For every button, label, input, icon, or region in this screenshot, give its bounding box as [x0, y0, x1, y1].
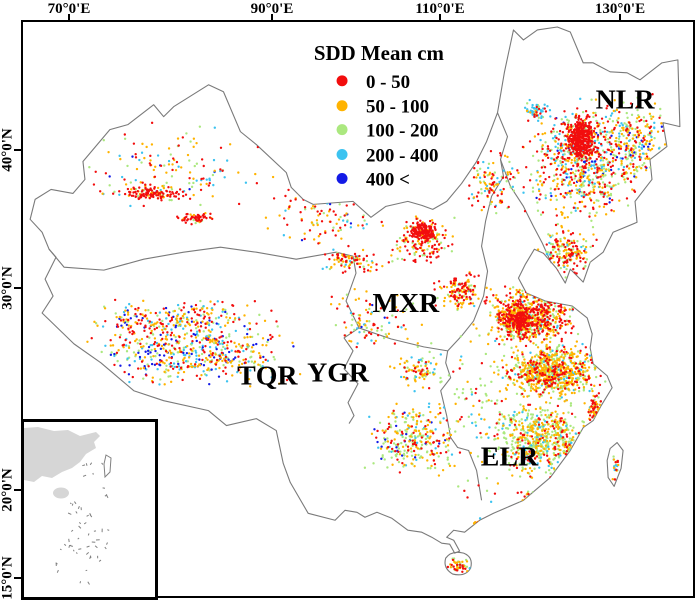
- south-china-sea-inset: [21, 419, 158, 600]
- region-label-tqr: TQR: [237, 361, 298, 392]
- latitude-tick-3: [14, 577, 22, 579]
- region-label-mxr: MXR: [373, 288, 440, 319]
- longitude-tick-2: [439, 14, 441, 21]
- inset-map: [24, 427, 112, 585]
- longitude-label-2: 110°0'E: [415, 1, 465, 17]
- longitude-tick-3: [619, 14, 621, 21]
- legend-label-0: 0 - 50: [366, 72, 410, 93]
- legend-label-2: 100 - 200: [366, 121, 439, 142]
- legend: SDD Mean cm 0 - 50 50 - 100 100 - 200 200 -…: [314, 41, 445, 191]
- legend-dot-1: [336, 100, 348, 112]
- legend-dot-0: [336, 75, 348, 87]
- latitude-tick-0: [14, 149, 22, 151]
- region-label-ygr: YGR: [307, 358, 370, 389]
- region-label-elr: ELR: [481, 441, 539, 472]
- legend-dot-4: [336, 172, 348, 184]
- inset-hainan-shape: [53, 487, 69, 499]
- longitude-label-0: 70°0'E: [47, 1, 91, 17]
- legend-title: SDD Mean cm: [314, 41, 445, 65]
- region-label-nlr: NLR: [596, 85, 656, 116]
- legend-label-4: 400 <: [366, 169, 410, 190]
- longitude-label-3: 130°0'E: [594, 1, 646, 17]
- inset-islands: [55, 462, 110, 585]
- latitude-tick-1: [14, 287, 22, 289]
- longitude-label-1: 90°0'E: [250, 1, 294, 17]
- legend-dot-2: [336, 124, 348, 136]
- china-sdd-map: SDD Mean cm 0 - 50 50 - 100 100 - 200 200 -…: [29, 26, 681, 576]
- inset-island-marks: [55, 462, 110, 585]
- lake-region-borders: [48, 112, 552, 501]
- sdd-dots-class-3: [101, 94, 661, 570]
- legend-label-3: 200 - 400: [366, 146, 439, 167]
- inset-taiwan-outline: [103, 454, 112, 479]
- taiwan-outline: [606, 441, 624, 487]
- sdd-dots-class-0: [87, 93, 665, 573]
- mainland-outline: [29, 26, 681, 554]
- country-outline: [29, 26, 681, 576]
- legend-dot-3: [336, 149, 348, 161]
- longitude-tick-1: [271, 14, 273, 21]
- region-labels: NLR MXR TQR YGR ELR: [237, 85, 655, 473]
- latitude-tick-2: [14, 489, 22, 491]
- inset-mainland-shape: [24, 427, 100, 482]
- longitude-tick-0: [68, 14, 70, 21]
- legend-label-1: 50 - 100: [366, 97, 429, 118]
- sdd-dot-layer: [86, 93, 674, 573]
